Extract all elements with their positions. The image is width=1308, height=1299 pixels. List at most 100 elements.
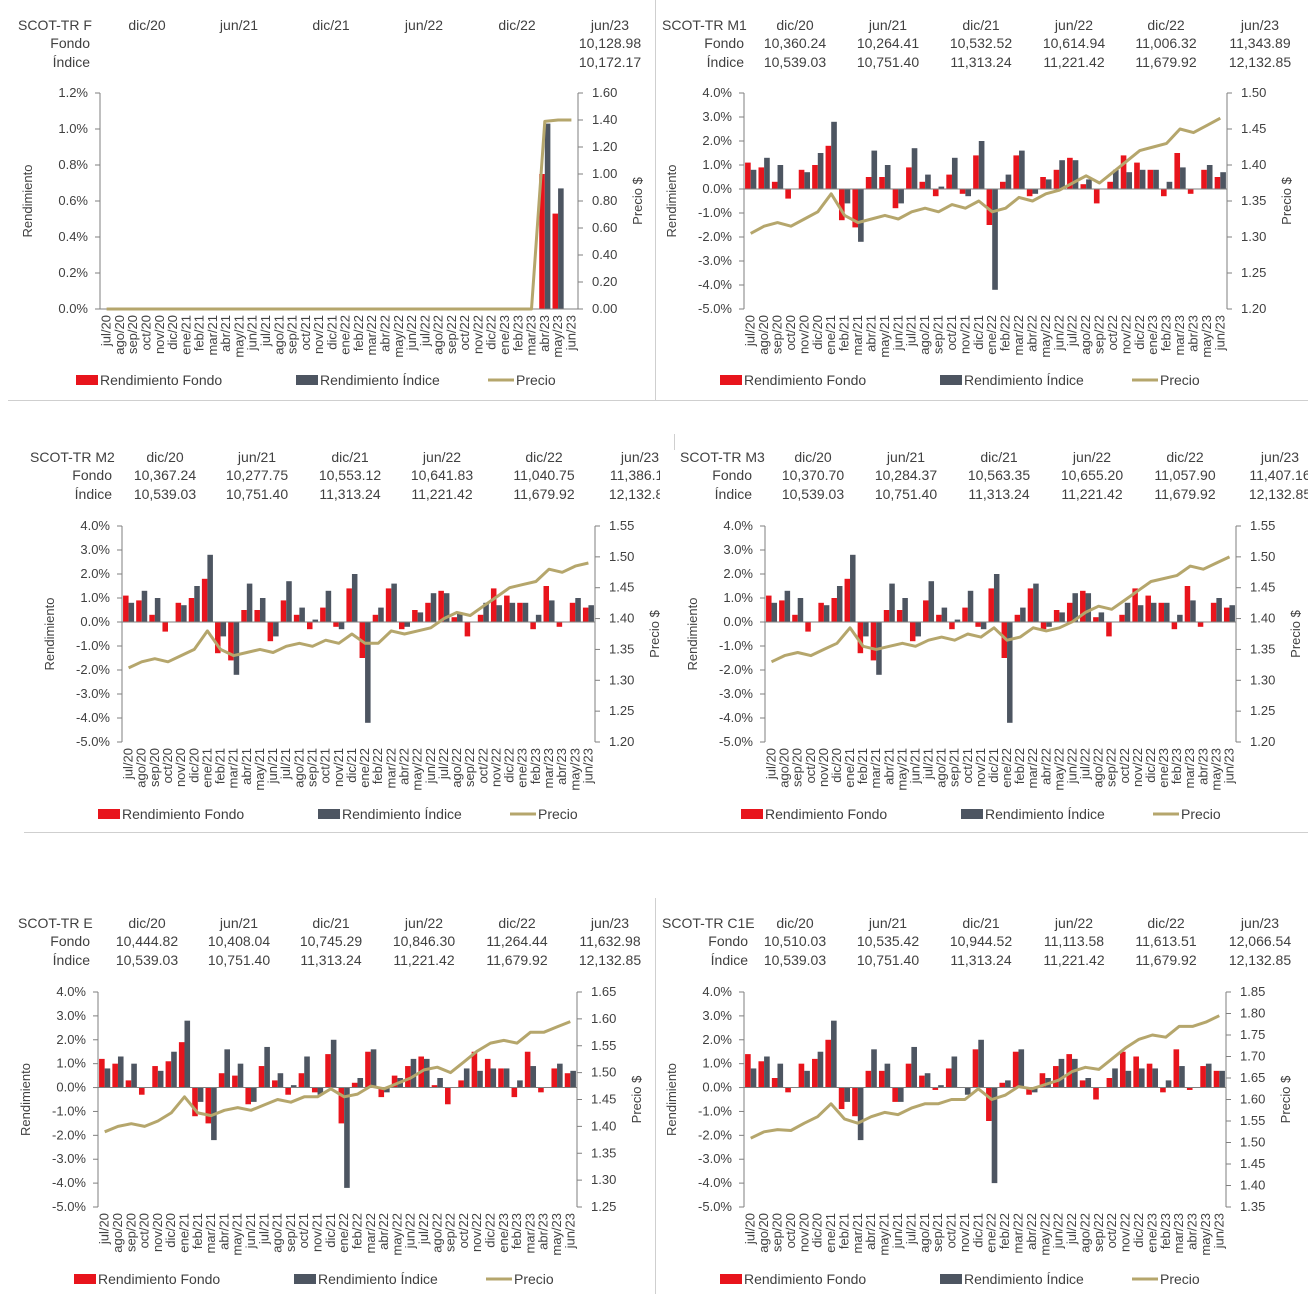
- bar-indice: [1045, 179, 1052, 189]
- bar-fondo: [306, 622, 313, 630]
- left-tick-label: -3.0%: [698, 253, 732, 268]
- bar-indice: [924, 1073, 931, 1088]
- bar-fondo: [1145, 595, 1151, 622]
- bar-indice: [530, 1066, 537, 1088]
- header-fondo-value: 11,407.16: [1249, 467, 1308, 483]
- bar-fondo: [818, 602, 824, 622]
- month-label: feb/23: [528, 748, 543, 784]
- bar-indice: [1138, 1068, 1145, 1088]
- month-label: abr/21: [216, 1213, 231, 1250]
- month-label: sep/20: [147, 748, 162, 787]
- header-period: dic/20: [128, 915, 166, 931]
- bar-indice: [233, 622, 240, 675]
- header-indice-value: 11,221.42: [1061, 486, 1122, 502]
- header-label-fondo: Fondo: [50, 35, 90, 51]
- month-label: ago/21: [934, 748, 949, 788]
- bar-indice: [1150, 602, 1157, 622]
- bar-indice: [544, 123, 551, 309]
- left-tick-label: -2.0%: [719, 662, 753, 677]
- month-label: ago/20: [777, 748, 792, 788]
- legend-fondo-swatch: [74, 1274, 96, 1284]
- left-tick-label: -2.0%: [698, 1127, 732, 1142]
- bar-indice: [286, 581, 292, 622]
- header-period: jun/22: [1072, 449, 1111, 465]
- bar-indice: [570, 1070, 576, 1088]
- month-label: ene/22: [357, 748, 372, 788]
- header-fondo-value: 10,444.82: [116, 933, 178, 949]
- header-indice-value: 10,172.17: [579, 54, 641, 70]
- bar-fondo: [838, 189, 845, 221]
- month-label: jun/22: [1064, 748, 1079, 784]
- bar-fondo: [1093, 617, 1099, 622]
- month-label: mar/21: [226, 748, 241, 788]
- month-label: ene/23: [1144, 1213, 1159, 1253]
- bar-indice: [1126, 172, 1133, 189]
- bar-fondo: [1160, 189, 1167, 197]
- month-label: may/23: [567, 748, 582, 791]
- bar-indice: [1085, 1078, 1092, 1088]
- header-indice-value: 11,679.92: [1135, 952, 1196, 968]
- bar-indice: [490, 1068, 497, 1088]
- month-label: feb/22: [370, 748, 385, 784]
- left-tick-label: 3.0%: [702, 109, 732, 124]
- bar-fondo: [504, 595, 510, 622]
- month-label: feb/23: [510, 315, 525, 351]
- month-label: mar/22: [364, 315, 379, 355]
- month-label: mar/21: [850, 1213, 865, 1253]
- header-period: dic/22: [498, 915, 536, 931]
- bar-indice: [750, 169, 757, 189]
- bar-fondo: [758, 1061, 765, 1088]
- bar-indice: [1166, 181, 1173, 189]
- month-label: jun/22: [423, 748, 438, 784]
- bar-indice: [771, 602, 778, 622]
- left-tick-label: 2.0%: [702, 133, 732, 148]
- header-period: jun/22: [1054, 915, 1093, 931]
- month-label: jun/21: [265, 748, 280, 784]
- month-label: nov/20: [796, 315, 811, 354]
- header-period: jun/21: [868, 17, 907, 33]
- header-period: dic/20: [794, 449, 832, 465]
- bar-indice: [1164, 602, 1170, 622]
- chart-title: SCOT-TR M1: [662, 17, 747, 33]
- header-fondo-value: 11,006.32: [1135, 35, 1196, 51]
- right-tick-label: 1.40: [592, 112, 617, 127]
- header-indice-value: 10,751.40: [857, 952, 919, 968]
- chart-group: SCOT-TR E Fondo Índice dic/20 10,444.82 10,53…: [18, 915, 644, 1287]
- bar-indice: [194, 586, 200, 622]
- bar-indice: [750, 1068, 757, 1088]
- right-tick-label: 1.35: [609, 641, 634, 656]
- month-label: may/23: [1199, 315, 1214, 358]
- month-label: may/21: [252, 748, 267, 791]
- right-tick-label: 1.40: [1240, 1178, 1265, 1193]
- month-label: abr/23: [1185, 315, 1200, 352]
- right-tick-label: 1.70: [1240, 1049, 1265, 1064]
- bar-indice: [831, 1020, 837, 1088]
- header-period: dic/21: [962, 17, 1000, 33]
- month-label: oct/22: [1104, 1213, 1119, 1248]
- left-axis-title: Rendimiento: [685, 598, 700, 671]
- right-tick-label: 1.30: [1250, 672, 1275, 687]
- header-period: dic/22: [1147, 915, 1185, 931]
- right-tick-label: 1.45: [609, 580, 634, 595]
- header-period: jun/23: [620, 449, 659, 465]
- right-tick-label: 1.35: [1250, 641, 1275, 656]
- month-label: may/21: [894, 748, 909, 791]
- month-label: may/21: [877, 1213, 892, 1256]
- month-label: jul/22: [416, 1213, 431, 1245]
- divider-row-2: [24, 832, 1308, 833]
- month-label: jul/21: [903, 1213, 918, 1245]
- header-label-fondo: Fondo: [712, 467, 752, 483]
- bar-fondo: [551, 1068, 558, 1088]
- header-fondo-value: 11,264.44: [486, 933, 547, 949]
- month-label: nov/22: [488, 748, 503, 787]
- header-fondo-value: 12,066.54: [1229, 933, 1291, 949]
- header-fondo-value: 10,846.30: [393, 933, 455, 949]
- month-label: ago/21: [271, 315, 286, 355]
- bar-fondo: [245, 1087, 252, 1105]
- bar-indice: [128, 602, 135, 622]
- bar-indice: [1229, 605, 1235, 622]
- bar-fondo: [838, 1087, 845, 1110]
- month-label: mar/23: [1171, 1213, 1186, 1253]
- bar-fondo: [923, 600, 929, 622]
- bar-fondo: [539, 174, 545, 309]
